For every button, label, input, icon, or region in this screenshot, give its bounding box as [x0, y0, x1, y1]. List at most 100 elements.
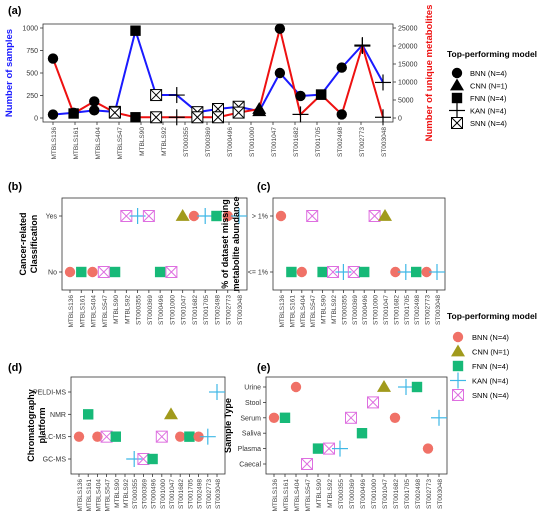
plot-frame [272, 197, 446, 291]
data-point-bnn [275, 210, 287, 222]
y-tick-label: GC-MS [43, 457, 67, 464]
samples-point [89, 105, 100, 116]
x-tick-label: ST003048 [437, 479, 444, 509]
x-tick-label: MTBLS136 [272, 479, 279, 512]
x-tick-label: MTBLS161 [73, 127, 80, 160]
data-point-snn [142, 210, 155, 222]
data-point-kan [209, 384, 225, 400]
legend-marker [449, 102, 465, 119]
data-point-bnn [193, 431, 204, 442]
x-tick-label: MTBLS161 [86, 479, 93, 512]
legend-label: FNN (N=4) [470, 94, 507, 103]
data-point-bnn [421, 266, 432, 278]
panel-label: (a) [8, 5, 22, 17]
y-tick-label: PELDI-MS [33, 390, 66, 397]
x-tick-label: MTBLS92 [124, 295, 131, 324]
data-point-snn [367, 396, 379, 409]
x-tick-label: MTBLS547 [105, 479, 112, 512]
x-tick-label: ST001705 [187, 479, 194, 509]
data-point-bnn [422, 443, 434, 454]
panel-b: (b) No Yes Cancer-related Classification MTBL… [8, 181, 248, 328]
x-tick-label: ST002773 [206, 479, 213, 509]
data-point-snn [97, 266, 110, 278]
x-tick-label: ST000355 [341, 295, 348, 325]
data-point-bnn [87, 266, 98, 278]
x-tick-label: MTBLS90 [321, 295, 328, 324]
y-axis-title: Cancer-related [18, 212, 28, 275]
x-tick-label: ST003048 [381, 127, 388, 157]
x-tick-label: MTBLS90 [114, 479, 121, 508]
y-tick-label: Yes [46, 214, 58, 221]
legend-marker [451, 117, 463, 129]
data-point-fnn [317, 266, 328, 278]
samples-point [150, 89, 163, 102]
y-tick-label: 250 [26, 93, 38, 100]
legend-label: CNN (N=1) [472, 348, 510, 357]
data-point-bnn [290, 381, 302, 393]
panel-label: (d) [8, 362, 22, 374]
data-point-fnn [312, 443, 324, 454]
data-point-kan [398, 379, 414, 395]
legend-marker [452, 360, 464, 372]
data-point-kan [431, 409, 447, 426]
data-point-cnn [175, 209, 190, 221]
data-point-kan [199, 428, 216, 445]
legend-top: Top-performing model BNN (N=4) CNN (N=1) FN… [447, 49, 537, 129]
data-point-bnn [390, 266, 401, 278]
x-tick-label: ST002773 [425, 295, 432, 325]
x-tick-label: MTBLS136 [51, 127, 58, 160]
data-point-snn [165, 266, 178, 278]
data-point-fnn [83, 409, 94, 420]
data-point-bnn [92, 431, 103, 442]
x-tick-label: ST001000 [373, 295, 380, 325]
x-tick-label: ST001705 [404, 479, 411, 509]
legend-label: BNN (N=4) [470, 69, 507, 78]
y-axis-title: Sample Type [223, 398, 233, 453]
x-tick-label: ST003048 [435, 295, 442, 325]
x-tick-label: ST000496 [158, 295, 165, 325]
data-point-bnn [389, 412, 401, 423]
plot-frame [70, 376, 226, 475]
samples-point [47, 109, 59, 120]
samples-point [130, 25, 141, 36]
data-point-fnn [184, 431, 195, 442]
panel-label: (b) [8, 181, 22, 193]
legend-marker [451, 344, 465, 357]
data-point-bnn [188, 210, 200, 222]
metabolites-point [47, 53, 59, 64]
x-tick-label: MTBLS547 [117, 127, 124, 160]
data-point-bnn [268, 412, 280, 423]
x-tick-label: ST001000 [249, 127, 256, 157]
panel-e: (e) Caecal Plasma Saliva Serum Stool Urine Samp… [223, 362, 448, 512]
y-tick-label: <= 1% [248, 270, 268, 277]
y2-tick-label: 5000 [398, 98, 414, 105]
legend-title: Top-performing model [447, 49, 537, 59]
y-tick-label: NMR [50, 412, 66, 419]
data-point-snn [345, 411, 357, 424]
x-tick-label: MTBLS161 [283, 479, 290, 512]
y-tick-label: Urine [244, 385, 261, 392]
y-tick-label: > 1% [252, 214, 268, 221]
legend-marker [451, 67, 463, 79]
panel-label: (c) [257, 181, 271, 193]
y-axis-title: platform [37, 408, 47, 444]
y-tick-label: 750 [26, 48, 38, 55]
data-point-kan [332, 440, 348, 457]
data-point-cnn [164, 407, 178, 420]
data-point-cnn [377, 380, 391, 392]
x-tick-label: ST000496 [227, 127, 234, 157]
x-tick-label: ST000369 [141, 479, 148, 509]
y-axis-title: Chromatography [26, 389, 36, 462]
x-tick-label: MTBLS92 [327, 479, 334, 508]
x-tick-label: ST000369 [349, 479, 356, 509]
data-point-fnn [359, 266, 370, 278]
metabolites-point [212, 111, 224, 124]
y2-tick-label: 10000 [398, 80, 418, 87]
x-tick-label: ST002498 [337, 127, 344, 157]
metabolites-point [292, 106, 309, 123]
y2-tick-label: 15000 [398, 62, 418, 69]
x-tick-label: MTBLS161 [289, 295, 296, 328]
samples-point [336, 62, 347, 73]
